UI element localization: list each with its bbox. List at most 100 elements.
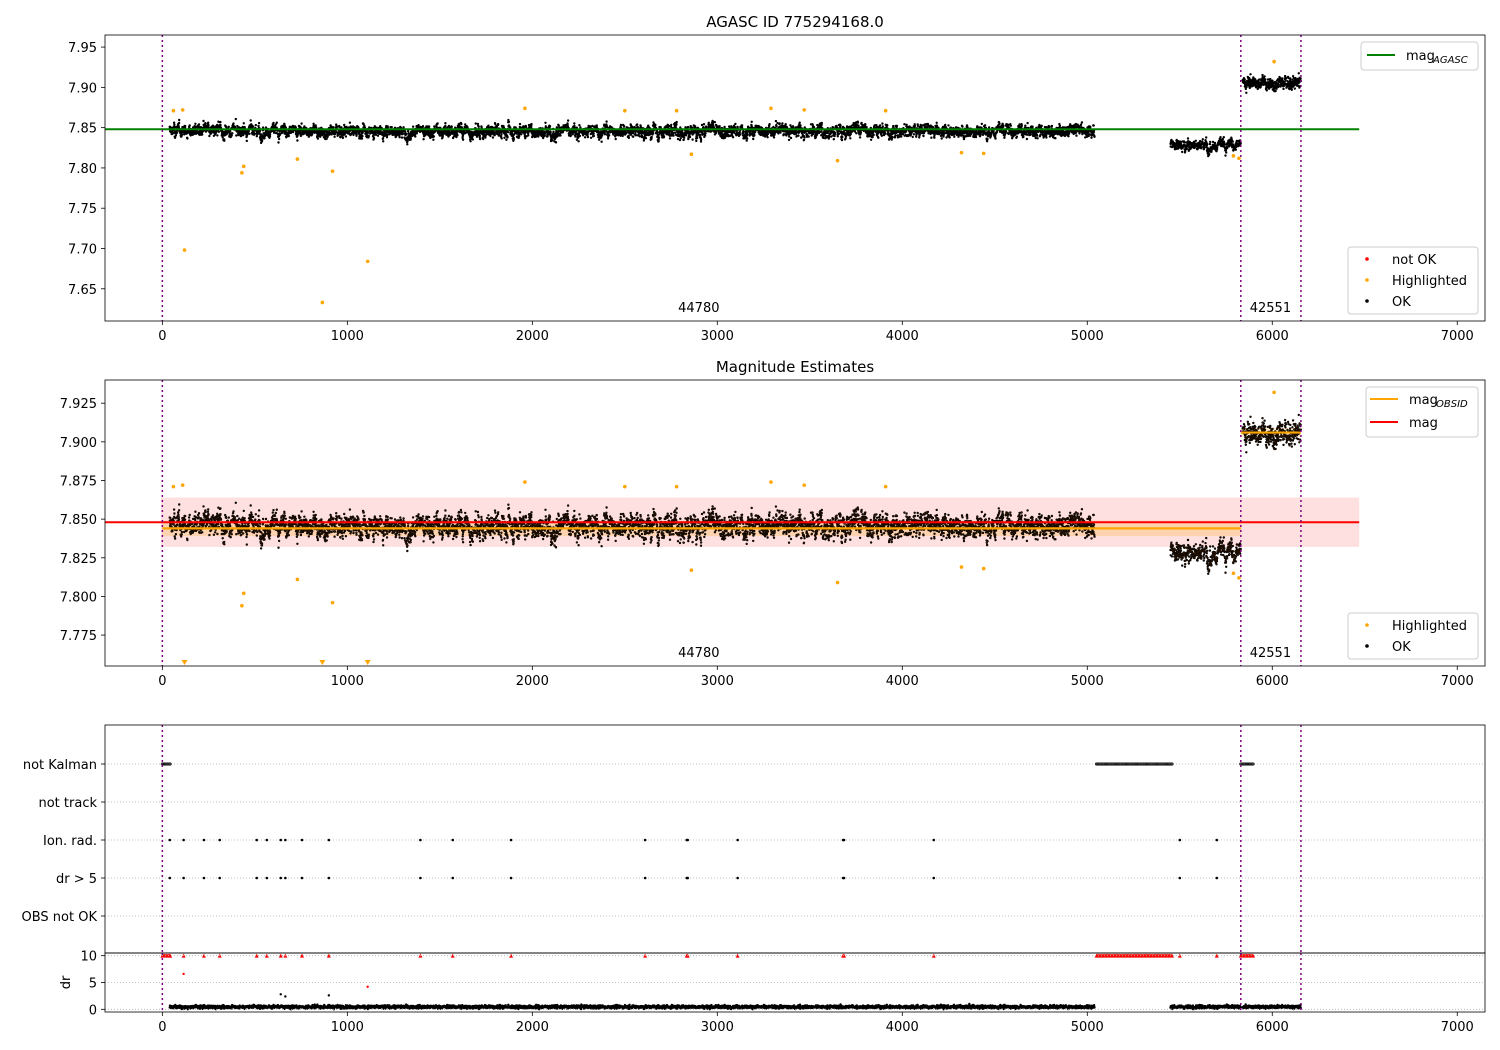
y-tick-label: 7.925 bbox=[60, 397, 97, 412]
ion-rad-point bbox=[1215, 838, 1219, 842]
x-tick-label: 5000 bbox=[1071, 329, 1104, 344]
highlighted-point bbox=[674, 484, 679, 489]
ion-rad-point bbox=[419, 838, 422, 842]
x-tick-label: 3000 bbox=[701, 1020, 734, 1035]
dr-gt-5-point bbox=[168, 876, 172, 880]
highlighted-point bbox=[1237, 576, 1241, 580]
highlighted-point bbox=[959, 150, 964, 155]
dr-outlier-point bbox=[327, 994, 331, 997]
highlighted-point bbox=[240, 170, 244, 175]
dr-clipped-range-markers bbox=[160, 953, 173, 958]
dr-gt-5-point bbox=[284, 876, 287, 880]
ion-rad-point bbox=[509, 838, 513, 842]
ok-points-segment bbox=[1241, 72, 1303, 94]
panel1-lines bbox=[105, 35, 1360, 321]
y-tick-label: 7.80 bbox=[68, 162, 97, 177]
highlighted-point bbox=[769, 106, 773, 111]
highlighted-point bbox=[689, 152, 694, 157]
panel-flags: not Kalman not track Ion. rad. dr > 5 OBS no… bbox=[22, 724, 1486, 954]
highlighted-point bbox=[769, 480, 773, 484]
highlighted-point bbox=[835, 158, 840, 163]
panel1-obsid-labels: 44780 42551 bbox=[678, 301, 1291, 316]
dr-outlier-point bbox=[284, 995, 287, 998]
y-tick-label: 7.75 bbox=[68, 202, 97, 217]
ion-rad-point bbox=[842, 838, 846, 842]
x-tick-label: 7000 bbox=[1441, 1020, 1474, 1035]
legend-label: Highlighted bbox=[1392, 274, 1467, 289]
y-tick-label: 7.825 bbox=[60, 552, 97, 567]
legend-label: OK bbox=[1392, 640, 1411, 655]
x-tick-label: 0 bbox=[158, 1020, 166, 1035]
dr-outlier-point bbox=[366, 985, 369, 988]
x-tick-label: 3000 bbox=[701, 329, 734, 344]
panel3-gridlines bbox=[105, 763, 1485, 917]
dr-clipped-marker bbox=[300, 953, 305, 958]
ok-points-segment bbox=[1169, 136, 1242, 158]
legend-label-subscript: OBSID bbox=[1436, 399, 1468, 410]
highlighted-point bbox=[295, 157, 300, 161]
dr-gt-5-point bbox=[182, 876, 185, 880]
x-tick-label: 0 bbox=[158, 674, 166, 689]
dr-gt-5-point bbox=[1178, 876, 1182, 880]
highlighted-point bbox=[981, 151, 986, 156]
highlighted-point bbox=[182, 248, 187, 252]
x-tick-label: 6000 bbox=[1256, 674, 1289, 689]
ion-rad-point bbox=[1178, 838, 1182, 842]
x-tick-label: 4000 bbox=[886, 674, 919, 689]
highlighted-point bbox=[365, 259, 370, 264]
dr-gt-5-point bbox=[686, 876, 690, 880]
y-tick-label: 7.875 bbox=[60, 474, 97, 489]
x-tick-label: 0 bbox=[158, 329, 166, 344]
legend-label: not OK bbox=[1392, 253, 1437, 268]
legend-marker bbox=[1365, 644, 1369, 648]
ok-points-segment-overlay bbox=[1169, 536, 1242, 575]
legend-label-subscript: AGASC bbox=[1432, 55, 1468, 66]
panel3-axes: not Kalman not track Ion. rad. dr > 5 OBS no… bbox=[22, 724, 1486, 954]
panel4-dr-points bbox=[160, 953, 1303, 1011]
panel-dr: 0 5 10 dr 0 1000 2000 3000 4000 5000 6000 7000 bbox=[59, 950, 1486, 1035]
y-tick-label: 7.900 bbox=[60, 436, 97, 451]
dr-clipped-marker bbox=[264, 953, 269, 958]
panel2-obsid-labels: 44780 42551 bbox=[678, 646, 1291, 661]
panel2-axes: 0 1000 2000 3000 4000 5000 6000 7000 7.775 7.800 7… bbox=[60, 379, 1486, 689]
obsid-label: 42551 bbox=[1250, 646, 1291, 661]
panel1-title: AGASC ID 775294168.0 bbox=[706, 13, 884, 31]
x-tick-label: 5000 bbox=[1071, 1020, 1104, 1035]
highlighted-point bbox=[180, 108, 185, 112]
panel3-flag-points bbox=[160, 762, 1255, 880]
panel-agasc-magnitude: AGASC ID 775294168.0 0 1000 2000 3000 4000 50… bbox=[68, 13, 1486, 344]
legend-label: mag bbox=[1409, 393, 1438, 408]
ion-rad-point bbox=[168, 838, 172, 842]
dr-gt-5-point bbox=[300, 876, 304, 880]
highlighted-point bbox=[883, 108, 888, 113]
panel1-data-points bbox=[168, 59, 1303, 305]
highlighted-point bbox=[320, 300, 325, 305]
ok-points-segment bbox=[168, 117, 1096, 146]
legend-label: OK bbox=[1392, 295, 1411, 310]
y-tick-label: 5 bbox=[89, 977, 97, 992]
x-tick-label: 5000 bbox=[1071, 674, 1104, 689]
panel4-axes: 0 5 10 dr 0 1000 2000 3000 4000 5000 6000 7000 bbox=[59, 950, 1486, 1035]
legend-frame bbox=[1360, 41, 1479, 71]
x-tick-label: 6000 bbox=[1256, 329, 1289, 344]
dr-points bbox=[168, 1002, 1303, 1011]
highlighted-point bbox=[241, 591, 246, 596]
obsid-label: 44780 bbox=[678, 646, 719, 661]
highlighted-point bbox=[523, 480, 527, 484]
flag-row-label: OBS not OK bbox=[22, 910, 98, 925]
dr-outlier-point bbox=[279, 993, 282, 996]
dr-clipped-marker bbox=[278, 953, 283, 958]
ion-rad-point bbox=[686, 838, 690, 842]
panel2-lines bbox=[105, 380, 1360, 666]
dr-gt-5-point bbox=[327, 876, 331, 880]
dr-clipped-marker bbox=[735, 953, 740, 958]
panel1-legend-lower: not OK Highlighted OK bbox=[1347, 246, 1479, 315]
panel-magnitude-estimates: Magnitude Estimates 0 1000 2000 3000 4000 500… bbox=[60, 358, 1486, 689]
y-tick-label: 0 bbox=[89, 1003, 97, 1018]
highlighted-point bbox=[1231, 154, 1236, 158]
highlighted-point bbox=[295, 577, 300, 582]
x-tick-label: 1000 bbox=[331, 674, 364, 689]
obsid-label: 42551 bbox=[1250, 301, 1291, 316]
panel1-axes: 0 1000 2000 3000 4000 5000 6000 7000 7.65 7.70 7.7… bbox=[68, 34, 1486, 344]
